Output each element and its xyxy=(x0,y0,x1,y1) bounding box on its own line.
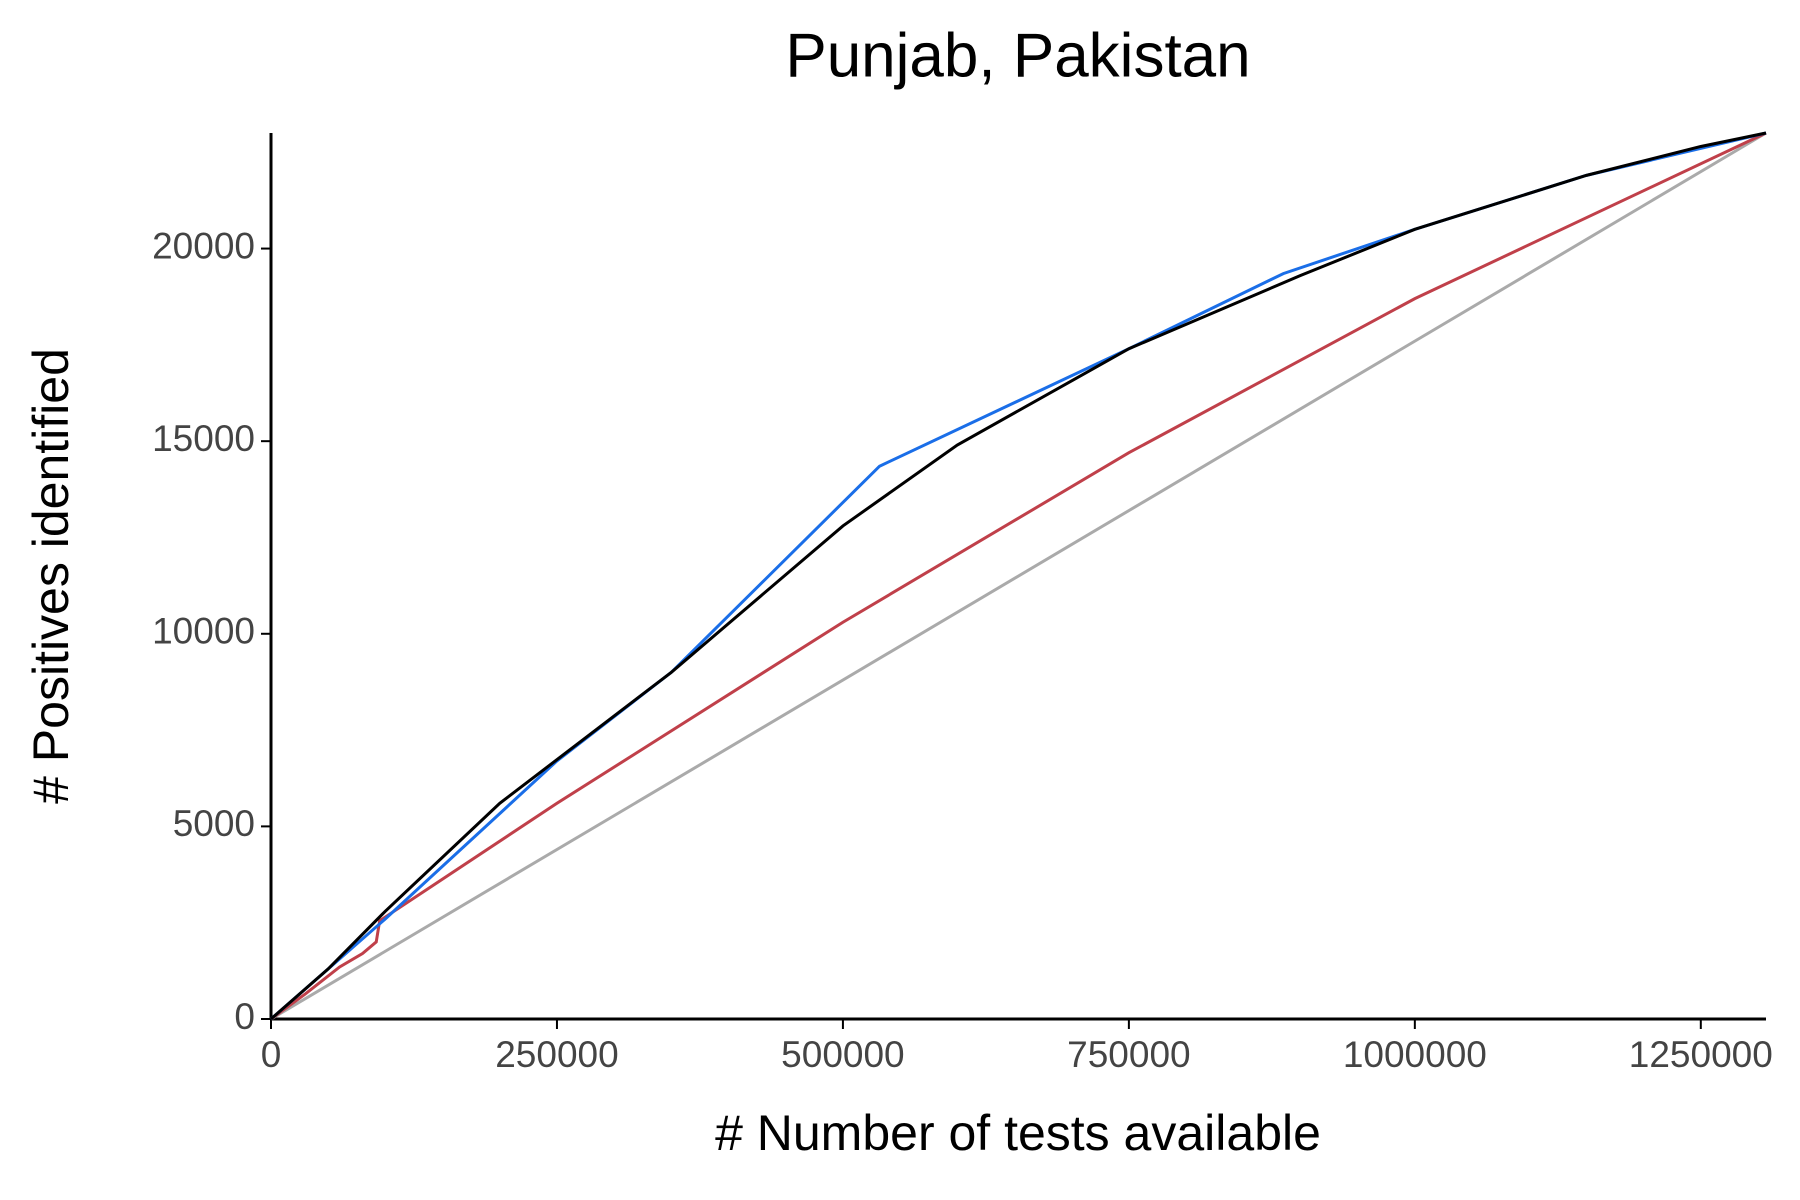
chart-title: Punjab, Pakistan xyxy=(785,21,1250,90)
line-series xyxy=(270,131,1767,1021)
line-series xyxy=(270,131,1767,1021)
x-tick-label: 1000000 xyxy=(1343,1034,1487,1075)
y-tick-label: 10000 xyxy=(152,611,255,652)
x-tick-label: 250000 xyxy=(495,1034,618,1075)
y-axis-label: # Positives identified xyxy=(23,348,79,804)
x-tick-label: 0 xyxy=(261,1034,282,1075)
y-tick-label: 20000 xyxy=(152,225,255,266)
x-tick-label: 1250000 xyxy=(1629,1034,1773,1075)
x-tick-label: 750000 xyxy=(1067,1034,1190,1075)
x-axis-label: # Number of tests available xyxy=(715,1105,1321,1161)
x-tick-label: 500000 xyxy=(781,1034,904,1075)
y-tick-label: 0 xyxy=(234,996,255,1037)
y-tick-label: 5000 xyxy=(173,803,255,844)
y-tick-label: 15000 xyxy=(152,418,255,459)
line-series xyxy=(270,131,1767,1021)
